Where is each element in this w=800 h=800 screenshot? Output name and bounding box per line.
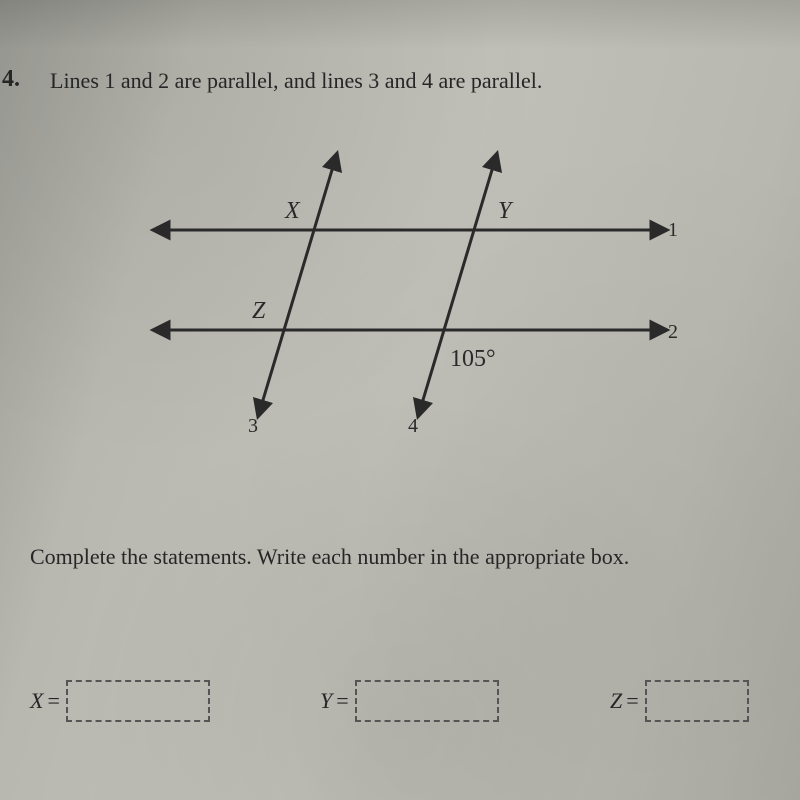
line-4-label: 4 bbox=[408, 415, 418, 437]
question-text: Lines 1 and 2 are parallel, and lines 3 … bbox=[50, 68, 542, 94]
angle-105-label: 105° bbox=[450, 346, 496, 372]
answer-box-X[interactable] bbox=[66, 680, 210, 722]
answer-Y: Y = bbox=[320, 680, 499, 722]
angle-X-label: X bbox=[284, 198, 301, 224]
page-background: 4. Lines 1 and 2 are parallel, and lines… bbox=[0, 0, 800, 800]
line-2-label: 2 bbox=[668, 321, 678, 343]
line-4 bbox=[420, 160, 495, 410]
answer-box-Z[interactable] bbox=[645, 680, 749, 722]
line-3-label: 3 bbox=[248, 415, 258, 437]
question-number: 4. bbox=[2, 66, 20, 93]
top-shadow bbox=[0, 0, 800, 50]
answer-Z: Z = bbox=[610, 680, 749, 722]
var-Z: Z bbox=[610, 688, 622, 714]
var-X: X bbox=[30, 688, 43, 714]
eq-Z: = bbox=[626, 688, 638, 714]
answer-box-Y[interactable] bbox=[355, 680, 499, 722]
answer-X: X = bbox=[30, 680, 210, 722]
complete-statement: Complete the statements. Write each numb… bbox=[30, 544, 629, 570]
var-Y: Y bbox=[320, 688, 332, 714]
eq-X: = bbox=[47, 688, 59, 714]
answer-row: X = Y = Z = bbox=[0, 680, 800, 740]
eq-Y: = bbox=[336, 688, 348, 714]
angle-Y-label: Y bbox=[498, 198, 514, 224]
line-1-label: 1 bbox=[668, 219, 678, 241]
angle-Z-label: Z bbox=[252, 298, 266, 324]
parallel-lines-diagram: 1 2 3 4 X Y Z 105° bbox=[120, 140, 680, 440]
